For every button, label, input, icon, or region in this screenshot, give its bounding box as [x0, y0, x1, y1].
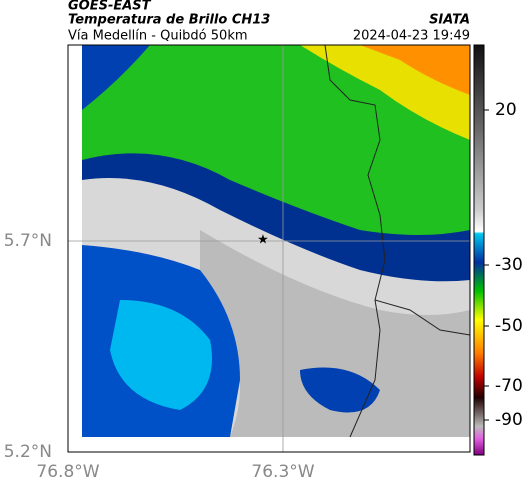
- map-frame: [67, 44, 471, 453]
- colorbar-tick-label: 20: [495, 100, 517, 120]
- product: GOES-EAST: [68, 0, 152, 14]
- colorbar: [473, 44, 485, 456]
- source: SIATA: [429, 13, 470, 28]
- y-tick-label: 5.7°N: [4, 231, 52, 251]
- colorbar-tick-label: -70: [495, 376, 523, 396]
- x-tick-label: 76.8°W: [36, 462, 99, 482]
- x-tick-label: 76.3°W: [251, 462, 314, 482]
- timestamp: 2024-04-23 19:49: [353, 29, 470, 44]
- colorbar-tick-label: -30: [495, 255, 523, 275]
- colorbar-tick-label: -50: [495, 316, 523, 336]
- y-tick-label: 5.2°N: [4, 442, 52, 462]
- title: Temperatura de Brillo CH13: [68, 13, 270, 28]
- border: [324, 44, 386, 438]
- border: [374, 299, 471, 336]
- location-star: ★: [257, 233, 269, 248]
- subtitle: Vía Medellín - Quibdó 50km: [68, 29, 248, 44]
- colorbar-tick-label: -90: [495, 410, 523, 430]
